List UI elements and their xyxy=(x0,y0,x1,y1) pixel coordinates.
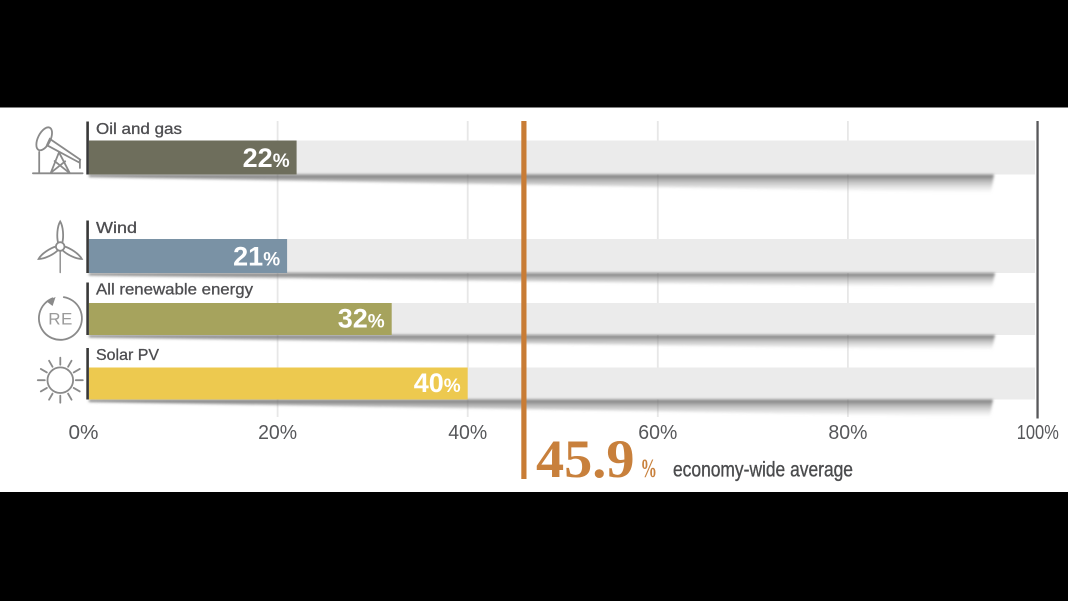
svg-text:All renewable energy: All renewable energy xyxy=(96,282,253,299)
svg-text:40%: 40% xyxy=(414,368,461,398)
svg-text:60%: 60% xyxy=(638,421,677,444)
svg-text:100%: 100% xyxy=(1017,421,1059,444)
svg-text:80%: 80% xyxy=(828,421,867,444)
svg-text:20%: 20% xyxy=(258,421,297,444)
svg-text:21%: 21% xyxy=(233,242,280,272)
svg-text:22%: 22% xyxy=(243,143,290,173)
svg-text:40%: 40% xyxy=(448,421,487,444)
svg-text:Wind: Wind xyxy=(96,220,137,237)
svg-text:0%: 0% xyxy=(69,421,99,444)
svg-text:Oil and gas: Oil and gas xyxy=(96,121,182,138)
svg-text:RE: RE xyxy=(48,310,73,329)
svg-text:Solar PV: Solar PV xyxy=(96,347,159,364)
svg-text:economy-wide average: economy-wide average xyxy=(673,459,853,482)
svg-text:45.9%: 45.9% xyxy=(536,429,657,489)
